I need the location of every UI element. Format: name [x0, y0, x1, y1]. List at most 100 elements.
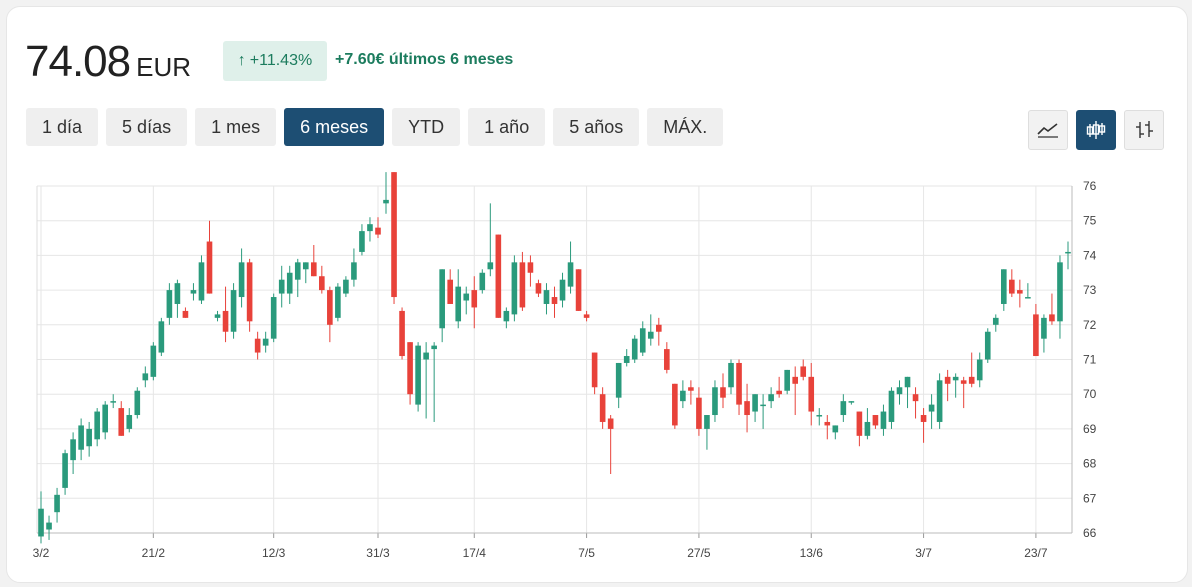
y-tick-label: 73 — [1083, 283, 1097, 297]
candle-body — [407, 342, 413, 395]
candle-body — [126, 415, 133, 429]
candle-body — [952, 376, 959, 381]
change-percent: +11.43% — [249, 52, 313, 69]
candle-body — [1017, 290, 1023, 294]
tab-6-meses[interactable]: 6 meses — [284, 108, 385, 146]
candle-body — [960, 380, 967, 384]
price-currency: EUR — [136, 52, 192, 82]
price-value: 74.08 — [25, 37, 131, 86]
candle-body — [928, 404, 935, 412]
candle-body — [503, 310, 510, 322]
tab-5-dias[interactable]: 5 días — [106, 108, 188, 146]
x-tick-label: 27/5 — [687, 546, 711, 560]
y-tick-label: 69 — [1083, 422, 1097, 436]
candlestick-button[interactable] — [1076, 110, 1116, 150]
candle-body — [944, 376, 951, 384]
candle-body — [936, 380, 943, 422]
candle-body — [992, 317, 999, 325]
candle-body — [672, 383, 678, 426]
candle-body — [864, 421, 871, 436]
y-tick-label: 67 — [1083, 491, 1097, 505]
candle-body — [455, 286, 462, 322]
candle-body — [319, 276, 325, 291]
candle-body — [712, 387, 718, 416]
y-tick-label: 70 — [1083, 387, 1097, 401]
candle-body — [182, 310, 189, 318]
candle-body — [327, 290, 333, 325]
candle-body — [623, 356, 630, 363]
candle-body — [551, 297, 558, 304]
candle-body — [166, 290, 173, 318]
candle-body — [343, 279, 349, 294]
candle-body — [888, 390, 895, 422]
tab-1-dia[interactable]: 1 día — [26, 108, 99, 146]
candle-body — [118, 408, 125, 436]
candle-body — [647, 331, 654, 339]
x-tick-label: 21/2 — [142, 546, 166, 560]
candle-body — [174, 283, 181, 304]
candle-body — [896, 387, 903, 395]
tab-1-mes[interactable]: 1 mes — [195, 108, 277, 146]
candle-body — [351, 262, 357, 280]
candle-body — [968, 376, 975, 384]
change-badge: ↑ +11.43% — [223, 41, 327, 81]
candle-body — [158, 321, 165, 353]
candle-body — [278, 279, 285, 294]
candle-body — [615, 362, 622, 398]
tab-max[interactable]: MÁX. — [647, 108, 724, 146]
tab-1-ano[interactable]: 1 año — [468, 108, 546, 146]
candle-body — [70, 439, 76, 461]
x-tick-label: 13/6 — [800, 546, 824, 560]
candle-body — [439, 269, 445, 329]
candle-body — [246, 262, 253, 322]
candle-body — [848, 401, 855, 403]
change-summary: +7.60€ últimos 6 meses — [335, 51, 514, 68]
candle-body — [880, 411, 887, 429]
candle-body — [254, 338, 261, 353]
x-tick-label: 12/3 — [262, 546, 286, 560]
line-chart-button[interactable] — [1028, 110, 1068, 150]
x-tick-label: 31/3 — [366, 546, 390, 560]
arrow-up-icon: ↑ — [237, 52, 246, 69]
candle-body — [768, 394, 774, 402]
x-tick-label: 7/5 — [578, 546, 595, 560]
candle-body — [479, 272, 486, 291]
tab-5-anos[interactable]: 5 años — [553, 108, 640, 146]
candle-body — [46, 522, 52, 530]
candle-body — [760, 404, 766, 407]
candle-body — [639, 328, 646, 353]
candle-body — [840, 401, 847, 416]
candle-body — [1033, 314, 1039, 357]
candle-body — [599, 394, 606, 422]
candle-body — [912, 394, 919, 402]
candle-body — [752, 394, 758, 412]
candle-body — [423, 352, 429, 360]
candle-body — [86, 428, 92, 447]
tab-ytd[interactable]: YTD — [392, 108, 461, 146]
candle-body — [206, 241, 213, 294]
candle-body — [792, 376, 799, 384]
candle-body — [375, 227, 381, 235]
price-block: 74.08 EUR — [25, 37, 191, 87]
candle-body — [824, 421, 831, 426]
candle-body — [463, 293, 470, 301]
candle-body — [1000, 269, 1007, 304]
y-tick-label: 68 — [1083, 457, 1097, 471]
candle-body — [800, 366, 807, 377]
ohlc-button[interactable] — [1124, 110, 1164, 150]
x-tick-label: 3/2 — [33, 546, 50, 560]
candle-body — [519, 262, 526, 308]
candle-body — [1041, 317, 1047, 339]
candle-body — [567, 262, 574, 287]
candle-body — [816, 415, 823, 417]
candle-body — [495, 234, 502, 318]
candle-body — [270, 297, 277, 339]
y-tick-label: 66 — [1083, 526, 1097, 540]
y-tick-label: 74 — [1083, 248, 1097, 262]
candle-body — [1057, 262, 1063, 322]
candle-body — [150, 345, 157, 377]
candle-body — [559, 279, 566, 301]
candle-body — [720, 387, 726, 398]
candle-body — [54, 494, 60, 513]
